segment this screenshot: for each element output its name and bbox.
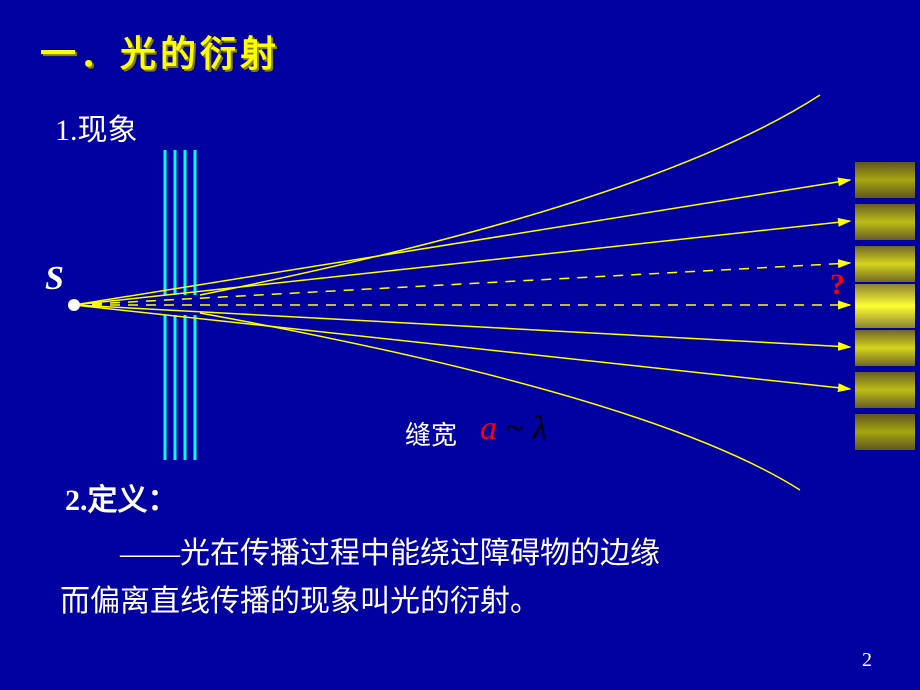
fringe-band xyxy=(855,284,915,328)
fringe-band xyxy=(855,162,915,198)
fringe-band xyxy=(855,204,915,240)
formula-a: a xyxy=(480,410,497,447)
subsection-2: 2.定义： xyxy=(65,475,178,519)
fringe-band xyxy=(855,246,915,282)
definition-text: ——光在传播过程中能绕过障碍物的边缘 而偏离直线传播的现象叫光的衍射。 xyxy=(60,530,860,626)
fringe-band xyxy=(855,414,915,450)
formula-lambda: λ xyxy=(532,410,547,447)
page-number: 2 xyxy=(862,649,872,672)
definition-line2: 而偏离直线传播的现象叫光的衍射。 xyxy=(60,585,540,618)
slit-width-label: 缝宽 xyxy=(405,415,457,452)
formula-tilde: ~ xyxy=(506,410,524,447)
fringe-band xyxy=(855,372,915,408)
fringe-band xyxy=(855,330,915,366)
question-mark: ? xyxy=(830,268,845,302)
definition-line1: ——光在传播过程中能绕过障碍物的边缘 xyxy=(60,537,660,570)
slit-formula: a ~ λ xyxy=(480,410,547,448)
